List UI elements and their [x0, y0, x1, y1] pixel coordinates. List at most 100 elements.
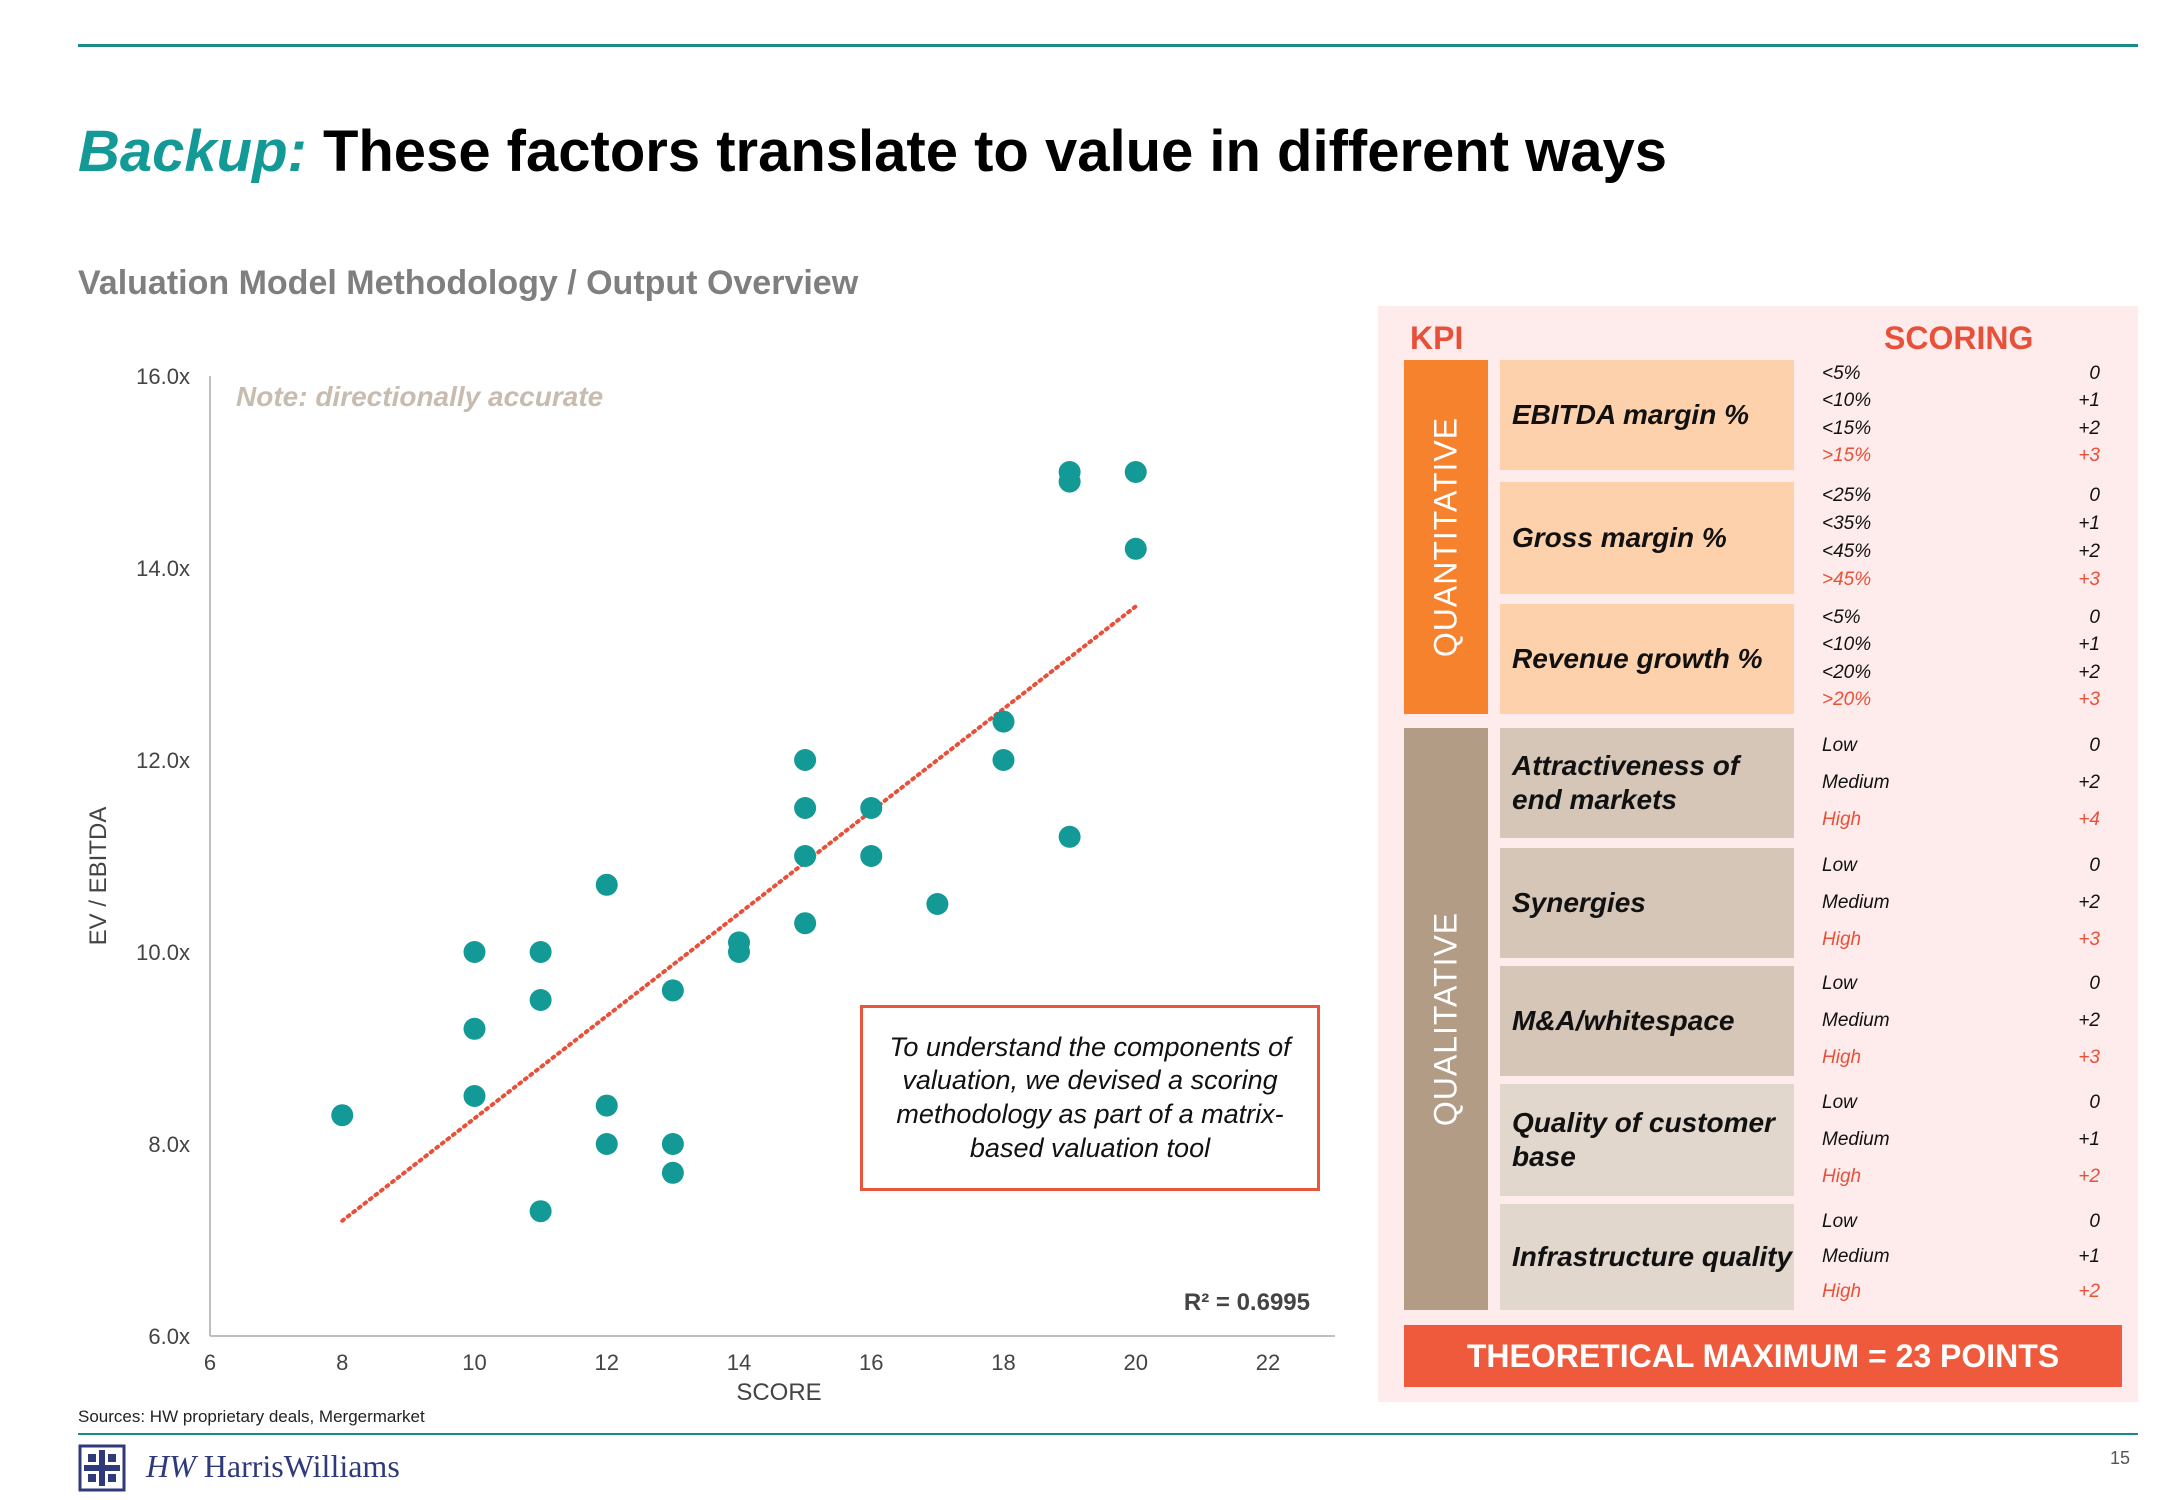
- quantitative-bar: QUANTITATIVE: [1404, 360, 1488, 714]
- page-title: Backup: These factors translate to value…: [78, 118, 1667, 185]
- scatter-chart: 6 8 10 12 14 16 18 20 22 6.0x 8.0x 10.0x 12.0x 14.0x 1…: [85, 364, 1335, 1406]
- score-threshold: High: [1822, 928, 1862, 950]
- score-points: 0: [2089, 485, 2100, 506]
- y-axis-title: EV / EBITDA: [85, 807, 112, 946]
- score-threshold: <15%: [1822, 417, 1872, 439]
- kpi-box-attractiveness: Attractiveness of end markets: [1500, 728, 1794, 838]
- data-point: [661, 1161, 684, 1184]
- data-point: [463, 1017, 486, 1040]
- title-accent: Backup:: [78, 119, 307, 184]
- score-points: 0: [2089, 606, 2100, 628]
- score-points: 0: [2089, 362, 2100, 384]
- data-point: [860, 845, 883, 867]
- data-point: [1058, 825, 1081, 848]
- score-points: +3: [2078, 445, 2100, 467]
- scoring-header: SCORING: [1884, 320, 2034, 356]
- data-point: [595, 1133, 618, 1155]
- y-tick-label: 16.0x: [136, 364, 190, 389]
- score-threshold: <5%: [1822, 362, 1861, 384]
- data-point: [1124, 537, 1147, 560]
- callout-box: To understand the components of valuatio…: [860, 1005, 1320, 1191]
- data-point: [1058, 470, 1081, 493]
- score-threshold: <5%: [1822, 606, 1861, 628]
- kpi-box-ma-whitespace: M&A/whitespace: [1500, 966, 1794, 1076]
- data-point: [463, 941, 486, 963]
- data-point: [794, 912, 817, 935]
- score-threshold: <20%: [1822, 661, 1872, 683]
- data-point: [463, 1085, 486, 1107]
- callout-text: To understand the components of valuatio…: [889, 1031, 1291, 1163]
- data-point: [794, 797, 817, 819]
- sources-note: Sources: HW proprietary deals, Mergermar…: [78, 1407, 425, 1426]
- score-threshold: Low: [1822, 735, 1857, 757]
- score-threshold: Low: [1822, 1210, 1857, 1232]
- score-threshold: Medium: [1822, 772, 1890, 793]
- y-tick-label: 10.0x: [136, 940, 190, 965]
- x-axis-title: SCORE: [736, 1379, 821, 1406]
- data-point: [331, 1104, 354, 1127]
- score-points: +1: [2078, 513, 2100, 534]
- score-threshold: >20%: [1822, 689, 1872, 711]
- score-points: +2: [2078, 417, 2100, 439]
- score-threshold: Low: [1822, 855, 1857, 877]
- score-points: +3: [2078, 928, 2100, 950]
- score-points: +1: [2078, 390, 2100, 412]
- score-points: +2: [2078, 1010, 2100, 1031]
- data-point: [794, 845, 817, 867]
- title-rest: These factors translate to value in diff…: [306, 119, 1668, 184]
- score-threshold: <10%: [1822, 634, 1872, 656]
- y-tick-label: 14.0x: [136, 556, 190, 581]
- score-threshold: <35%: [1822, 513, 1872, 534]
- score-threshold: >15%: [1822, 445, 1872, 467]
- score-points: 0: [2089, 973, 2100, 995]
- trendline: [340, 604, 1138, 1223]
- score-threshold: <25%: [1822, 485, 1872, 506]
- score-threshold: <45%: [1822, 541, 1872, 562]
- score-threshold: High: [1822, 808, 1862, 830]
- page-number: 15: [2110, 1448, 2131, 1468]
- qualitative-label: QUALITATIVE: [1427, 911, 1464, 1127]
- score-points: +1: [2078, 634, 2100, 656]
- score-points: +2: [2078, 1166, 2100, 1188]
- score-points: +4: [2078, 808, 2100, 830]
- x-tick-label: 22: [1256, 1350, 1280, 1375]
- score-points: +3: [2078, 689, 2100, 711]
- x-tick-label: 18: [991, 1350, 1015, 1375]
- score-threshold: Medium: [1822, 1129, 1890, 1150]
- score-points: +2: [2078, 661, 2100, 683]
- x-tick-label: 14: [727, 1350, 751, 1375]
- kpi-box-customer-base: Quality of customer base: [1500, 1084, 1794, 1196]
- kpi-box-revenue-growth: Revenue growth %: [1500, 604, 1794, 714]
- score-points: +1: [2078, 1129, 2100, 1150]
- data-point: [992, 710, 1015, 733]
- score-points: +3: [2078, 1046, 2100, 1068]
- score-threshold: Medium: [1822, 1246, 1890, 1267]
- score-points: 0: [2089, 1210, 2100, 1232]
- data-point: [728, 941, 750, 963]
- kpi-box-infrastructure: Infrastructure quality: [1500, 1204, 1794, 1310]
- x-tick-label: 6: [204, 1350, 216, 1375]
- data-point: [661, 979, 684, 1002]
- harris-williams-logo-icon: [78, 1444, 126, 1492]
- kpi-box-synergies: Synergies: [1500, 848, 1794, 958]
- data-point: [595, 1094, 618, 1117]
- r-squared-label: R² = 0.6995: [1184, 1289, 1310, 1316]
- x-tick-label: 8: [336, 1350, 348, 1375]
- score-threshold: High: [1822, 1166, 1862, 1188]
- score-threshold: High: [1822, 1281, 1862, 1303]
- data-point: [529, 1200, 552, 1223]
- y-tick-label: 8.0x: [148, 1132, 190, 1157]
- score-threshold: <10%: [1822, 390, 1872, 412]
- kpi-box-ebitda-margin: EBITDA margin %: [1500, 360, 1794, 470]
- data-point: [595, 873, 618, 896]
- score-points: +2: [2078, 541, 2100, 562]
- theoretical-maximum-banner: THEORETICAL MAXIMUM = 23 POINTS: [1404, 1325, 2122, 1387]
- score-points: 0: [2089, 735, 2100, 757]
- score-threshold: Medium: [1822, 1010, 1890, 1031]
- data-point: [529, 989, 552, 1011]
- data-point: [661, 1133, 684, 1155]
- kpi-box-gross-margin: Gross margin %: [1500, 482, 1794, 594]
- x-tick-label: 20: [1124, 1350, 1148, 1375]
- x-tick-label: 10: [462, 1350, 486, 1375]
- data-point: [926, 893, 949, 915]
